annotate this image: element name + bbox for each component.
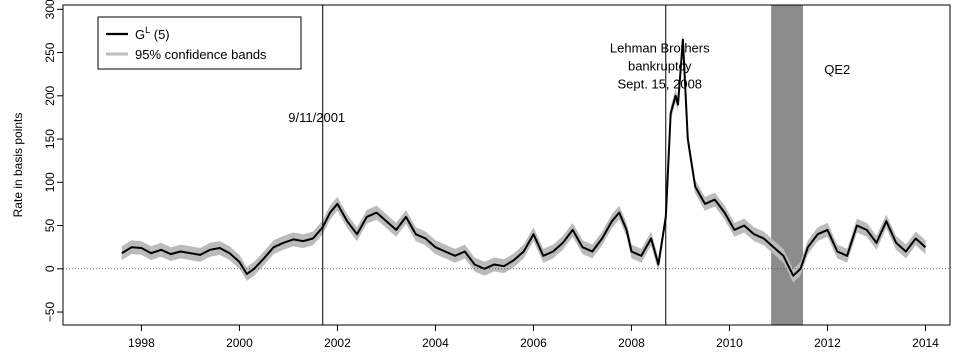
legend-label-1: 95% confidence bands xyxy=(135,47,267,62)
y-tick-label-5: 200 xyxy=(43,85,57,105)
axis-layer: −50 0 50 100 150 200 250 300 1998 2000 2002 2004 200… xyxy=(11,0,951,350)
legend-label-rest: (5) xyxy=(150,27,170,42)
series-line-0 xyxy=(121,38,927,277)
x-tick-label-2: 2002 xyxy=(324,336,351,350)
y-tick-label-7: 300 xyxy=(43,0,57,19)
x-tick-label-4: 2006 xyxy=(520,336,547,350)
x-tick-label-5: 2008 xyxy=(618,336,645,350)
annot-layer: QE2 9/11/2001 Lehman Brothers bankruptcy Sep… xyxy=(288,41,850,125)
x-tick-label-1: 2000 xyxy=(226,336,253,350)
event-label-line: 9/11/2001 xyxy=(288,110,345,125)
event-label-1: Lehman Brothers bankruptcy Sept. 15, 2008 xyxy=(610,41,710,92)
legend-label-sup: L xyxy=(145,25,150,35)
legend-label-0: GL (5) xyxy=(135,25,170,42)
plot-frame xyxy=(62,4,951,326)
y-tick-label-0: −50 xyxy=(43,302,57,323)
event-label-line: Lehman Brothers xyxy=(610,41,710,56)
event-label-0: 9/11/2001 xyxy=(288,110,345,125)
shaded-region-label-0: QE2 xyxy=(824,62,850,77)
y-tick-label-1: 0 xyxy=(43,265,57,272)
x-tick-label-3: 2004 xyxy=(422,336,449,350)
legend-box xyxy=(97,16,302,70)
legend-label-main: G xyxy=(135,27,145,42)
event-label-line: Sept. 15, 2008 xyxy=(617,77,702,92)
refline-layer xyxy=(63,5,950,325)
x-tick-label-0: 1998 xyxy=(128,336,155,350)
x-tick-label-8: 2014 xyxy=(912,336,939,350)
y-tick-label-3: 100 xyxy=(43,172,57,192)
line-layer xyxy=(121,38,927,277)
y-tick-label-2: 50 xyxy=(43,219,57,233)
y-tick-label-6: 250 xyxy=(43,42,57,62)
x-tick-label-7: 2012 xyxy=(814,336,841,350)
legend-layer: GL (5) 95% confidence bands xyxy=(97,16,302,70)
x-tick-label-6: 2010 xyxy=(716,336,743,350)
band-layer xyxy=(121,32,926,283)
y-tick-label-4: 150 xyxy=(43,129,57,149)
event-label-line: bankruptcy xyxy=(628,59,692,74)
y-axis-label: Rate in basis points xyxy=(11,113,25,218)
confidence-band-0 xyxy=(121,32,926,283)
